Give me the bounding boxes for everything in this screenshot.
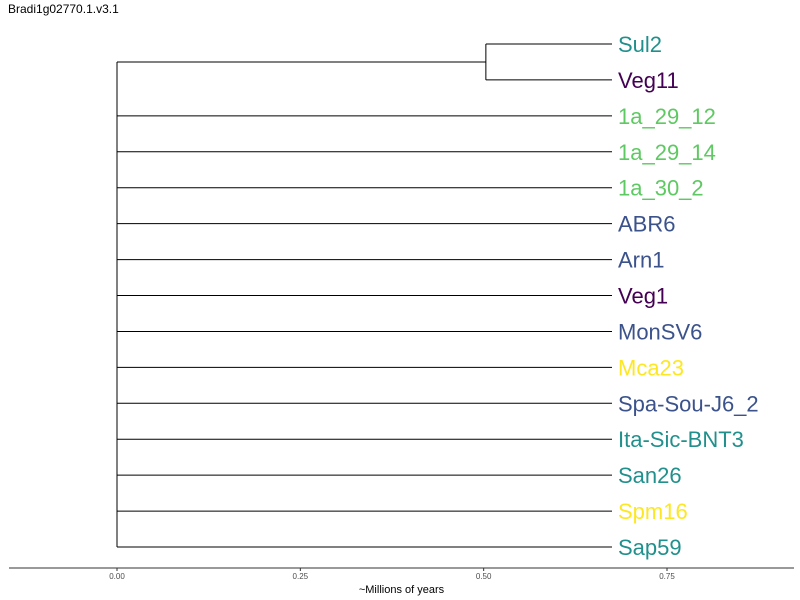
- tip-label: Spa-Sou-J6_2: [618, 391, 759, 416]
- tip-label: Ita-Sic-BNT3: [618, 427, 744, 452]
- tip-label: MonSV6: [618, 319, 702, 344]
- tip-label: Veg1: [618, 284, 668, 309]
- tip-label: Spm16: [618, 499, 688, 524]
- x-axis-title: ~Millions of years: [359, 584, 445, 596]
- page-title: Bradi1g02770.1.v3.1: [8, 2, 119, 16]
- x-tick-label: 0.25: [293, 572, 309, 581]
- tree-tip-labels: Sul2 Veg11 1a_29_12 1a_29_14 1a_30_2 ABR6 Arn1…: [618, 32, 759, 560]
- tip-label: 1a_29_14: [618, 140, 716, 165]
- x-tick-label: 0.75: [659, 572, 675, 581]
- tip-label: Arn1: [618, 248, 664, 273]
- tip-label: 1a_29_12: [618, 104, 716, 129]
- tip-label: Sap59: [618, 535, 682, 560]
- x-axis: 0.00 0.25 0.50 0.75 ~Millions of years: [9, 567, 794, 596]
- tip-label: San26: [618, 463, 682, 488]
- tip-label: Mca23: [618, 355, 684, 380]
- x-tick-label: 0.50: [476, 572, 492, 581]
- tip-label: Veg11: [618, 68, 679, 93]
- tip-label: 1a_30_2: [618, 176, 704, 201]
- tree-branches: [116, 43, 612, 548]
- x-axis-ticks: 0.00 0.25 0.50 0.75: [109, 568, 675, 581]
- tip-label: Sul2: [618, 32, 662, 57]
- tip-label: ABR6: [618, 212, 675, 237]
- x-tick-label: 0.00: [109, 572, 125, 581]
